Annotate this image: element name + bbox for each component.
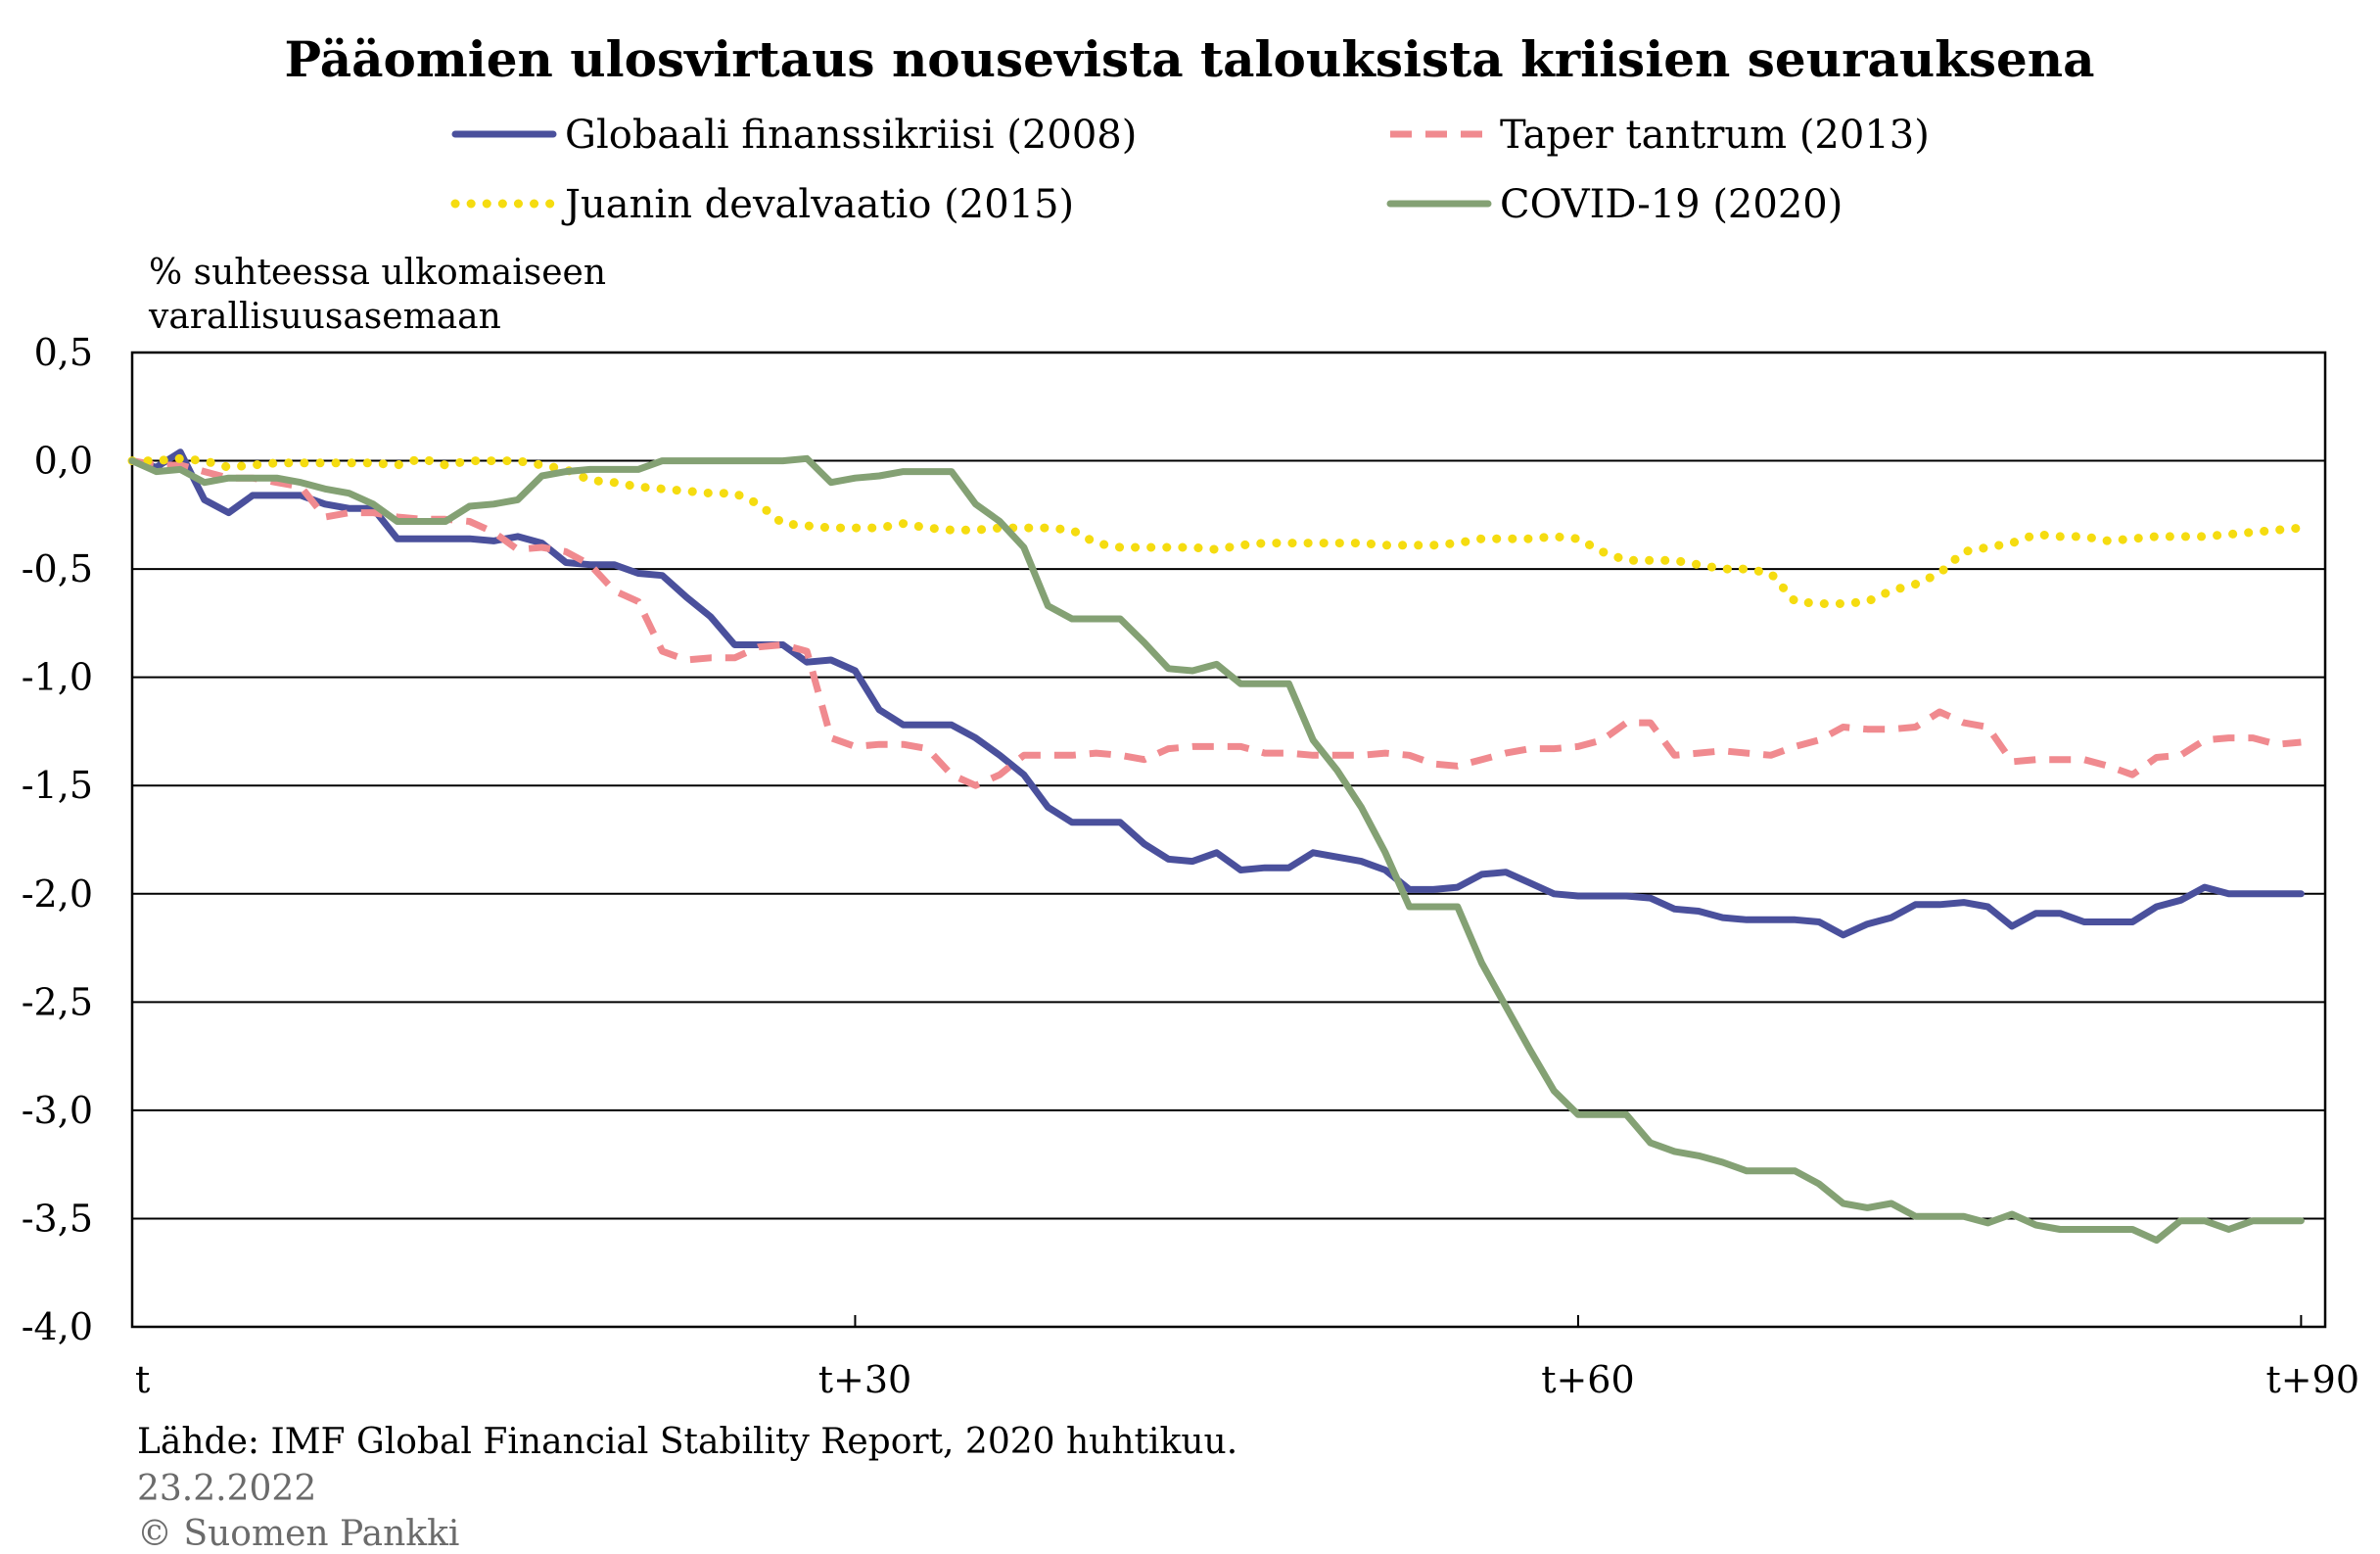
x-tick-label: t+30 [818,1358,911,1401]
y-tick-label: -3,5 [22,1197,93,1240]
x-axis: t t+30 t+60 t+90 [131,1315,2359,1401]
publish-date: 23.2.2022 [137,1469,316,1509]
x-tick-label: t+60 [1541,1358,1634,1401]
chart-title: Pääomien ulosvirtaus nousevista talouksi… [284,30,2094,88]
y-tick-label: -4,0 [22,1305,93,1348]
y-tick-label: 0,5 [34,331,93,374]
y-tick-label: -1,5 [22,764,93,807]
y-axis-label-line-1: % suhteessa ulkomaiseen [149,253,606,293]
x-tick-label: t [135,1358,150,1401]
y-tick-label: -0,5 [22,547,93,590]
legend-label: Juanin devalvaatio (2015) [561,182,1074,227]
series-line-juanin-devalvaatio-2015 [127,453,2306,608]
plot-frame [130,351,2327,1329]
y-tick-label: 0,0 [34,440,93,483]
series-lines [127,448,2306,1245]
series-line-covid-19-2020 [128,454,2305,1245]
legend-label: COVID-19 (2020) [1500,182,1843,227]
x-tick-label: t+90 [2266,1358,2359,1401]
series-line-globaali-finanssikriisi-2008 [128,448,2305,939]
legend: Globaali finanssikriisi (2008) Taper tant… [450,113,1930,227]
legend-label: Taper tantrum (2013) [1500,113,1930,158]
y-axis: 0,5 0,0 -0,5 -1,0 -1,5 -2,0 -2,5 -3,0 -3,5 -4,0 [22,331,93,1348]
y-tick-label: -1,0 [22,656,93,699]
y-axis-label-line-2: varallisuusasemaan [148,297,501,337]
y-tick-label: -3,0 [22,1089,93,1132]
copyright-note: © Suomen Pankki [137,1514,459,1554]
source-note: Lähde: IMF Global Financial Stability Re… [137,1422,1237,1462]
series-line-taper-tantrum-2013 [131,457,2302,789]
y-tick-label: -2,0 [22,872,93,916]
legend-label: Globaali finanssikriisi (2008) [565,113,1137,158]
y-tick-label: -2,5 [22,980,93,1023]
gridlines [132,459,2325,1220]
